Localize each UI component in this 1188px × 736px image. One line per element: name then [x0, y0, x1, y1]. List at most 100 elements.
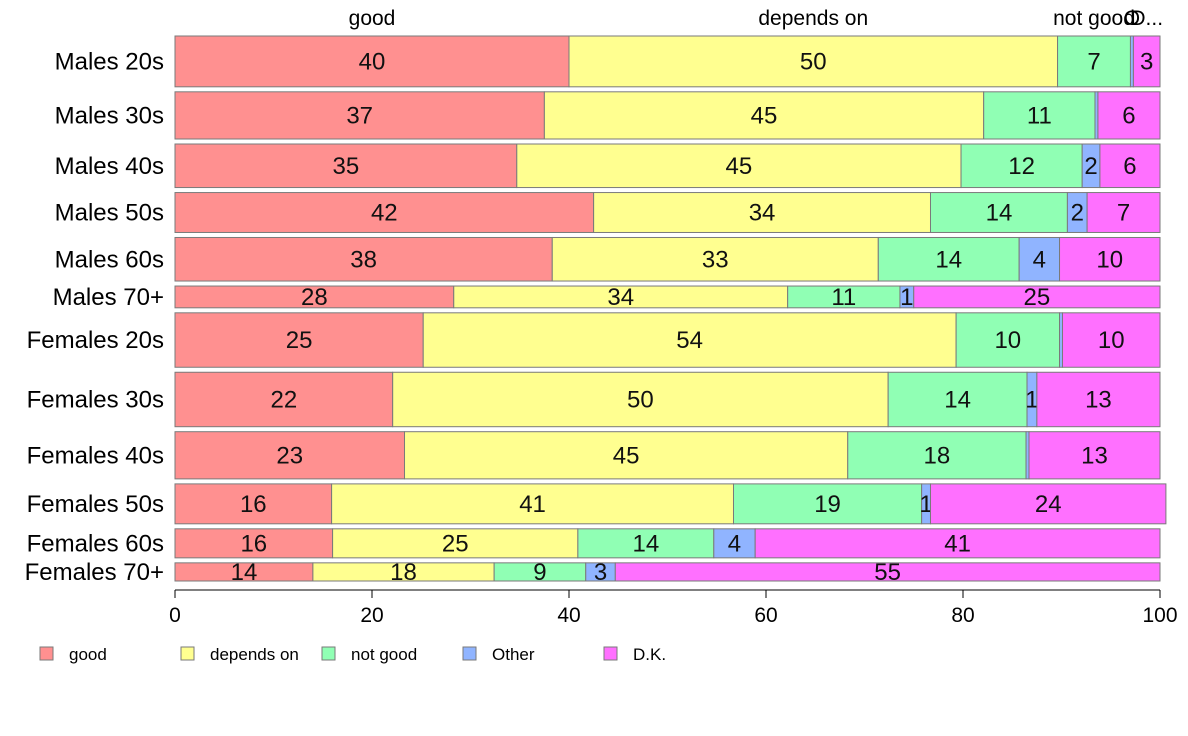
bar-segment — [1086, 192, 1161, 233]
bar-value-label: 14 — [986, 200, 1013, 227]
bar-value-label: 18 — [390, 559, 417, 586]
legend-label: not good — [351, 645, 417, 664]
bar-value-label: 33 — [702, 246, 729, 273]
bar-segment — [1097, 91, 1161, 140]
bar-value-label: 28 — [301, 284, 328, 311]
bar-segment — [1099, 143, 1161, 189]
bar-segment — [1059, 236, 1161, 282]
bar-value-label: 4 — [1033, 246, 1046, 273]
bar-value-label: 18 — [924, 442, 951, 469]
bar-segment — [929, 483, 1167, 525]
category-label: Males 30s — [55, 102, 164, 129]
bar-value-label: 14 — [632, 530, 659, 557]
bar-value-label: 45 — [751, 102, 778, 129]
bar-value-label: 2 — [1071, 200, 1084, 227]
bar-value-label: 2 — [1084, 153, 1097, 180]
bar-value-label: 41 — [519, 491, 546, 518]
bar-segment — [1036, 371, 1161, 428]
x-axis: 0 20 40 60 80 100 — [169, 589, 1178, 627]
bar-value-label: 16 — [240, 491, 267, 518]
bar-value-label: 41 — [944, 530, 971, 557]
bar-value-label: 35 — [333, 153, 360, 180]
bar-segment — [174, 431, 406, 480]
bar-value-label: 10 — [1098, 327, 1125, 354]
legend-swatch — [603, 646, 618, 661]
bar-segment — [516, 143, 962, 189]
bar-segment — [392, 371, 889, 428]
bar-value-label: 50 — [800, 48, 827, 75]
bar-value-label: 13 — [1085, 386, 1112, 413]
bar-segment — [732, 483, 923, 525]
bar-segment — [174, 192, 595, 233]
bar-segment — [1061, 312, 1161, 368]
x-tick-label: 80 — [951, 604, 974, 627]
bar-value-label: 14 — [944, 386, 971, 413]
bar-value-label: 6 — [1122, 102, 1135, 129]
bar-value-label: 24 — [1035, 491, 1062, 518]
bar-segment — [568, 35, 1059, 88]
bar-value-label: 1 — [1025, 386, 1038, 413]
category-label: Males 20s — [55, 48, 164, 75]
category-label: Males 70+ — [53, 284, 164, 311]
bar-value-label: 25 — [442, 530, 469, 557]
bar-value-label: 6 — [1123, 153, 1136, 180]
bar-segment — [913, 285, 1161, 309]
bar-segment — [929, 192, 1068, 233]
bar-segment — [1028, 431, 1161, 480]
bars-area: 40 50 7 337 45 11 635 45 12 2 642 34 14 2 738 33 14 4 1028… — [174, 35, 1167, 586]
category-label: Females 60s — [27, 530, 164, 557]
bar-value-label: 13 — [1081, 442, 1108, 469]
bar-value-label: 40 — [359, 48, 386, 75]
bar-segment — [551, 236, 879, 282]
bar-value-label: 11 — [1027, 102, 1052, 129]
x-tick-label: 20 — [360, 604, 383, 627]
category-label: Males 50s — [55, 200, 164, 227]
bar-value-label: 4 — [728, 530, 741, 557]
category-label: Females 40s — [27, 442, 164, 469]
bar-value-label: 16 — [240, 530, 267, 557]
bar-value-label: 34 — [749, 200, 776, 227]
category-label: Females 30s — [27, 386, 164, 413]
bar-segment — [174, 91, 545, 140]
x-tick-label: 60 — [754, 604, 777, 627]
x-tick-label: 40 — [557, 604, 580, 627]
bar-value-label: 37 — [346, 102, 373, 129]
category-label: Males 60s — [55, 246, 164, 273]
bar-value-label: 10 — [994, 327, 1021, 354]
bar-segment — [174, 483, 333, 525]
legend-label: good — [69, 645, 107, 664]
x-tick-label: 100 — [1142, 604, 1177, 627]
bar-value-label: 14 — [231, 559, 258, 586]
legend: good depends on not good Other D.K. — [39, 645, 666, 664]
bar-segment — [543, 91, 985, 140]
bar-segment — [331, 483, 734, 525]
bar-segment — [614, 562, 1161, 582]
bar-value-label: 54 — [676, 327, 703, 354]
bar-segment — [174, 312, 424, 368]
bar-value-label: 1 — [900, 284, 913, 311]
x-tick-label: 0 — [169, 604, 181, 627]
category-label: Females 50s — [27, 491, 164, 518]
bar-value-label: 11 — [831, 284, 856, 311]
category-label: Males 40s — [55, 153, 164, 180]
bar-segment — [174, 236, 553, 282]
legend-label: Other — [492, 645, 535, 664]
bar-segment — [174, 528, 334, 559]
legend-label: D.K. — [633, 645, 666, 664]
bar-value-label: 45 — [613, 442, 640, 469]
bar-segment — [713, 528, 756, 559]
top-category-labels: good depends on not goodOD... — [349, 7, 1163, 30]
top-category-label: good — [349, 7, 396, 30]
category-label: Females 20s — [27, 327, 164, 354]
bar-segment — [332, 528, 579, 559]
bar-segment — [1132, 35, 1161, 88]
bar-segment — [847, 431, 1027, 480]
bar-value-label: 7 — [1117, 200, 1130, 227]
bar-value-label: 23 — [276, 442, 303, 469]
legend-swatch — [462, 646, 477, 661]
bar-segment — [754, 528, 1161, 559]
bar-segment — [593, 192, 931, 233]
bar-segment — [960, 143, 1083, 189]
legend-swatch — [180, 646, 195, 661]
